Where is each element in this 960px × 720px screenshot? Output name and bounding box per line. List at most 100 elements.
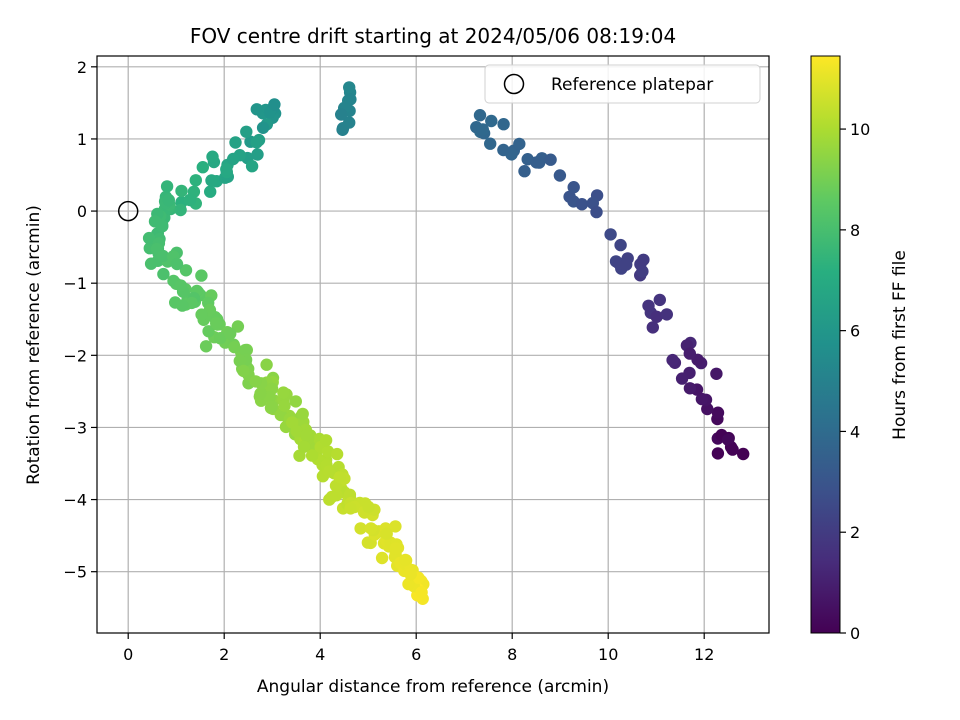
data-point	[683, 347, 696, 360]
data-point	[195, 269, 208, 282]
data-point	[497, 143, 510, 157]
data-point	[210, 317, 223, 330]
data-point	[567, 181, 580, 194]
data-point	[513, 137, 526, 151]
data-point	[300, 429, 313, 442]
data-point	[404, 568, 417, 581]
data-point	[650, 310, 663, 323]
data-point	[237, 364, 250, 378]
legend-label: Reference platepar	[551, 75, 713, 95]
data-point	[229, 136, 242, 149]
data-point	[199, 340, 213, 353]
y-tick-label: −5	[63, 563, 87, 582]
colorbar-tick-label: 0	[850, 624, 860, 643]
data-point	[646, 321, 659, 334]
y-axis-label: Rotation from reference (arcmin)	[24, 205, 44, 485]
data-point	[160, 180, 174, 193]
data-point	[518, 165, 531, 178]
data-point	[614, 238, 627, 252]
data-point	[362, 500, 375, 514]
y-tick-label: −3	[63, 418, 87, 437]
data-point	[162, 193, 175, 207]
x-tick-label: 6	[411, 645, 421, 664]
data-point	[721, 433, 735, 446]
data-point	[265, 400, 278, 413]
colorbar-tick-label: 6	[850, 322, 860, 341]
data-point	[322, 465, 336, 478]
data-point	[476, 123, 489, 136]
data-point	[250, 103, 263, 116]
data-point	[544, 153, 557, 166]
data-point	[278, 399, 291, 412]
data-point	[389, 520, 402, 533]
x-tick-label: 8	[507, 645, 517, 664]
data-point	[343, 81, 356, 94]
reference-platepar-marker	[117, 200, 139, 222]
data-point	[666, 353, 679, 367]
y-tick-label: 0	[77, 202, 87, 221]
data-point	[268, 98, 281, 111]
colorbar-label: Hours from first FF file	[890, 250, 910, 440]
data-point	[254, 387, 267, 400]
data-point	[683, 382, 697, 395]
data-point	[250, 136, 263, 149]
data-point	[227, 152, 240, 166]
data-point	[380, 527, 393, 540]
data-point	[185, 296, 198, 310]
colorbar-gradient	[810, 55, 841, 634]
data-point	[533, 156, 546, 169]
data-point	[620, 258, 633, 271]
data-point	[296, 407, 309, 421]
data-point	[233, 354, 246, 368]
data-point	[202, 325, 215, 338]
colorbar-tick-label: 8	[850, 221, 860, 240]
colorbar-tick-label: 4	[850, 422, 860, 441]
legend: Reference platepar	[484, 64, 761, 104]
scatter-points	[142, 81, 750, 605]
colorbar-tick-label: 10	[850, 120, 870, 139]
data-point	[224, 327, 237, 340]
data-point	[375, 551, 389, 565]
data-point	[364, 522, 378, 535]
data-point	[637, 253, 650, 266]
data-point	[604, 228, 617, 241]
data-point	[575, 198, 589, 211]
data-point	[361, 536, 375, 549]
data-point	[653, 293, 666, 307]
data-point	[214, 332, 227, 345]
data-point	[179, 264, 193, 277]
data-point	[156, 249, 170, 263]
grid	[97, 56, 769, 633]
data-point	[240, 125, 253, 138]
data-point	[675, 372, 689, 385]
data-point	[354, 522, 367, 535]
data-point	[553, 169, 567, 182]
data-point	[220, 163, 233, 176]
x-tick-label: 4	[315, 645, 325, 664]
x-tick-label: 10	[598, 645, 618, 664]
y-tick-label: −4	[63, 491, 87, 510]
plot-frame	[96, 55, 770, 634]
data-point	[497, 118, 510, 131]
x-tick-label: 0	[123, 645, 133, 664]
data-point	[142, 231, 156, 245]
data-point	[148, 215, 162, 228]
colorbar-ticks: 0 2 4 6 8 10	[840, 120, 870, 643]
data-point	[174, 203, 187, 217]
y-tick-label: −2	[63, 346, 87, 365]
data-point	[399, 553, 412, 567]
data-point	[402, 577, 415, 591]
data-point	[204, 185, 217, 198]
data-point	[176, 299, 189, 312]
data-point	[289, 395, 302, 408]
chart-title: FOV centre drift starting at 2024/05/06 …	[190, 24, 676, 48]
data-point	[205, 174, 218, 187]
data-point	[710, 367, 723, 380]
data-point	[183, 193, 197, 207]
data-point	[297, 440, 311, 453]
data-point	[256, 121, 270, 134]
data-point	[737, 447, 750, 461]
data-point	[343, 116, 356, 129]
data-point	[228, 340, 241, 354]
